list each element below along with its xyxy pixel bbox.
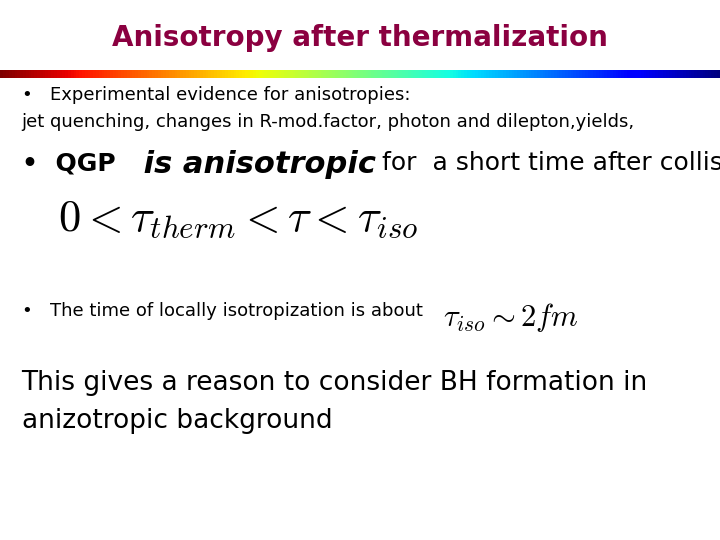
Text: Anisotropy after thermalization: Anisotropy after thermalization xyxy=(112,24,608,52)
Text: This gives a reason to consider BH formation in: This gives a reason to consider BH forma… xyxy=(22,370,648,396)
Text: anizotropic background: anizotropic background xyxy=(22,408,332,434)
Text: $0 < \tau_{therm} < \tau < \tau_{iso}$: $0 < \tau_{therm} < \tau < \tau_{iso}$ xyxy=(58,197,418,240)
Text: is anisotropic: is anisotropic xyxy=(133,150,376,179)
Text: •  QGP: • QGP xyxy=(22,151,115,175)
Text: jet quenching, changes in R-mod.factor, photon and dilepton,yields,: jet quenching, changes in R-mod.factor, … xyxy=(22,113,635,131)
Text: •   Experimental evidence for anisotropies:: • Experimental evidence for anisotropies… xyxy=(22,86,410,104)
Text: for  a short time after collision: for a short time after collision xyxy=(374,151,720,175)
Text: •   The time of locally isotropization is about: • The time of locally isotropization is … xyxy=(22,302,423,320)
Text: $\tau_{iso} \sim 2fm$: $\tau_{iso} \sim 2fm$ xyxy=(443,301,578,334)
